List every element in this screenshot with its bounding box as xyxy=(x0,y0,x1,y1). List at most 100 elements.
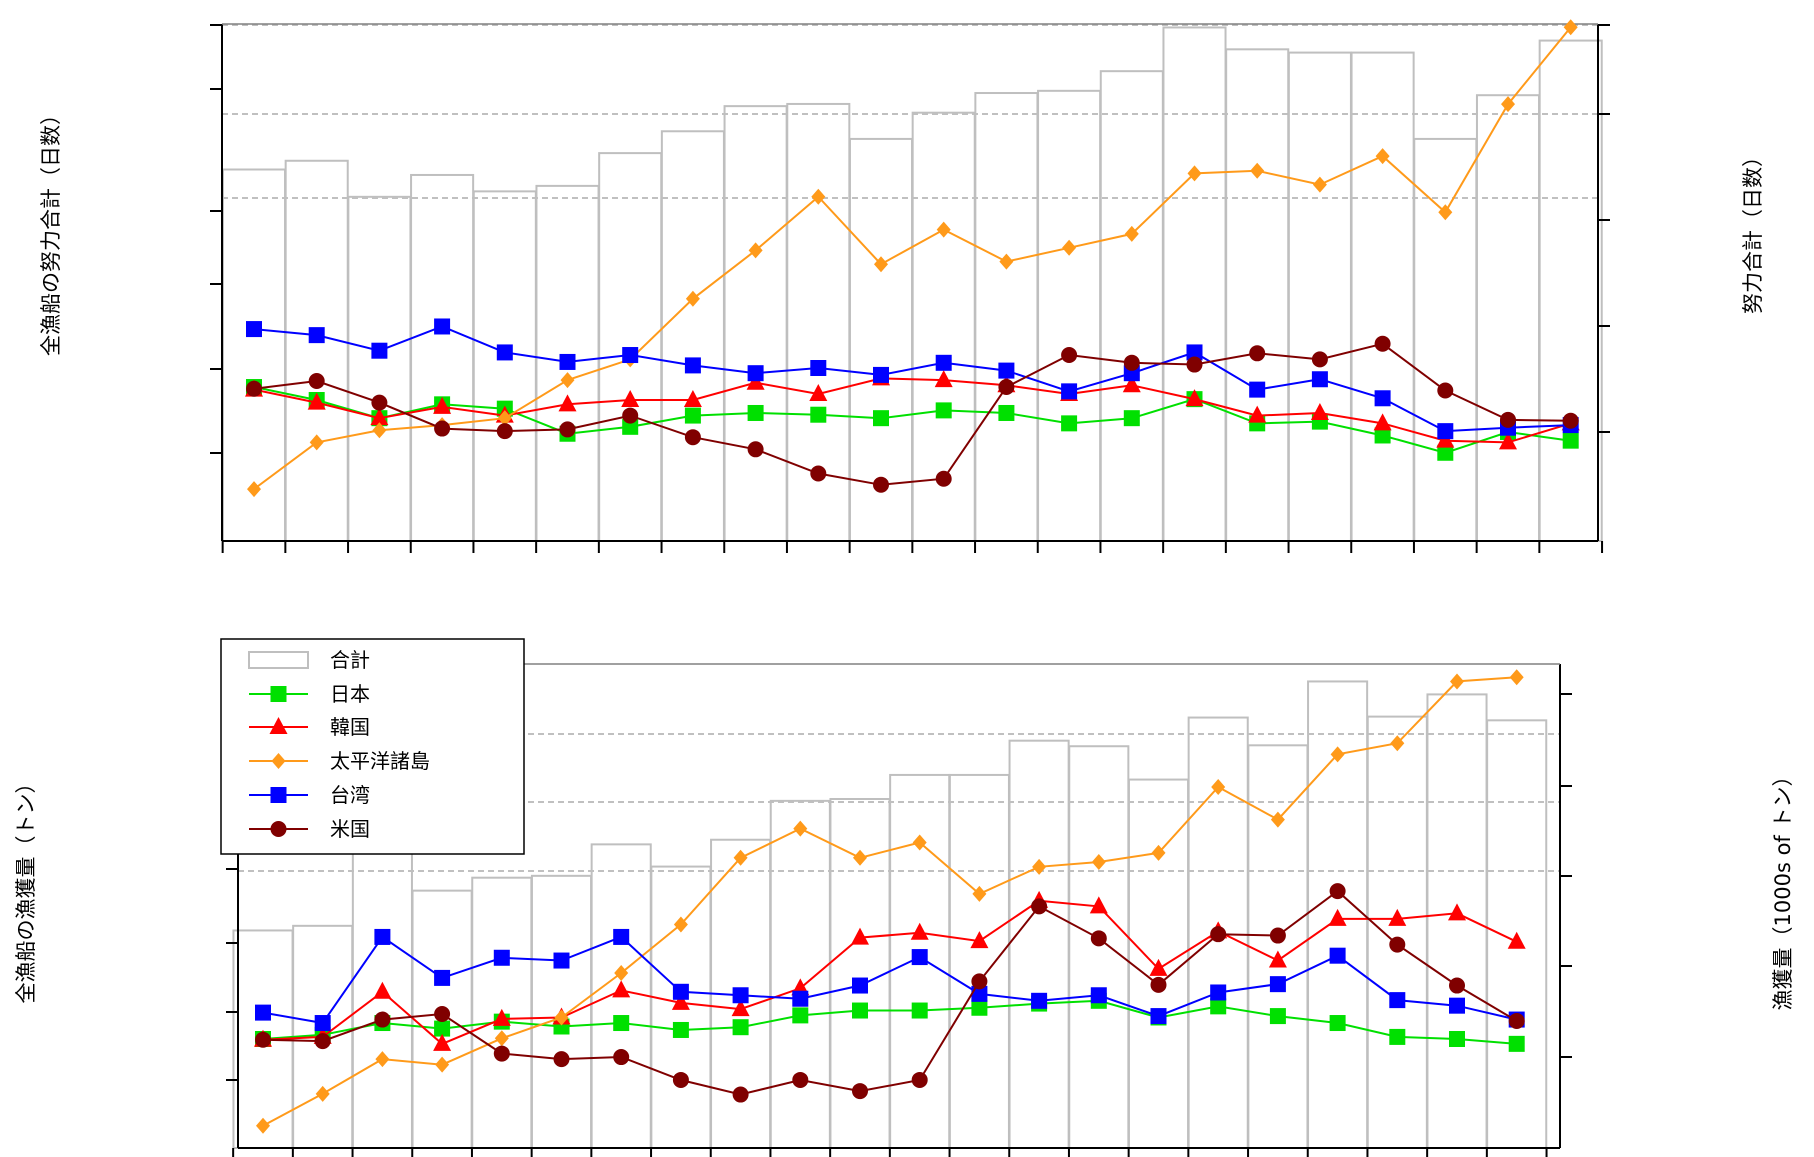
effort-japan-point xyxy=(747,404,764,421)
catch-pacific-point xyxy=(1270,811,1285,828)
effort-usa-point xyxy=(810,465,827,482)
legend-marker-usa xyxy=(270,821,287,837)
effort-taiwan-point xyxy=(622,347,639,364)
effort-total-bar xyxy=(1475,94,1541,542)
effort-taiwan-point xyxy=(308,327,325,344)
effort-japan-point xyxy=(684,407,701,424)
effort-taiwan-point xyxy=(684,357,701,374)
legend-label-pacific: 太平洋諸島 xyxy=(330,749,430,773)
catch-pacific-point xyxy=(614,965,629,982)
effort-taiwan-point xyxy=(434,318,451,335)
catch-pacific-point xyxy=(673,916,688,933)
effort-usa-point xyxy=(998,379,1015,396)
catch-japan-point xyxy=(672,1021,689,1038)
catch-taiwan-point xyxy=(1329,947,1346,964)
catch-usa-point xyxy=(1329,883,1346,900)
catch-taiwan-point xyxy=(1269,976,1286,993)
effort-usa-point xyxy=(434,420,451,437)
effort-taiwan-point xyxy=(935,354,952,371)
catch-taiwan-point xyxy=(314,1015,331,1032)
effort-taiwan-point xyxy=(496,344,513,361)
effort-pacific-point xyxy=(874,256,888,273)
catch-right-axis-label: 漁獲量（1000s of トン） xyxy=(1771,766,1795,1011)
effort-korea-point xyxy=(307,392,326,410)
effort-pacific-point xyxy=(1250,162,1265,179)
catch-taiwan-point xyxy=(1090,987,1107,1004)
legend-marker-japan xyxy=(270,686,287,702)
catch-korea-point xyxy=(671,992,690,1010)
effort-usa-point xyxy=(1500,411,1516,428)
effort-usa-point xyxy=(747,441,764,458)
effort-usa-point xyxy=(496,423,513,440)
legend-marker-pacific xyxy=(271,753,286,769)
effort-pacific-point xyxy=(1062,239,1077,256)
catch-japan-point xyxy=(613,1015,630,1032)
effort-taiwan-point xyxy=(1186,344,1203,361)
legend-label-taiwan: 台湾 xyxy=(330,783,370,807)
catch-usa-point xyxy=(314,1033,331,1050)
catch-pacific-point xyxy=(256,1117,270,1134)
catch-pacific-point xyxy=(972,885,987,902)
effort-pacific-point xyxy=(560,372,575,389)
catch-japan-point xyxy=(971,999,988,1016)
catch-total-bar xyxy=(1426,693,1488,1150)
catch-japan-point xyxy=(1508,1035,1525,1052)
effort-taiwan-point xyxy=(1249,381,1266,398)
effort-korea-point xyxy=(1122,375,1141,393)
catch-pacific-point xyxy=(1450,673,1464,690)
catch-usa-point xyxy=(911,1071,928,1088)
effort-total-bar xyxy=(1287,51,1352,542)
effort-korea-point xyxy=(1373,413,1392,431)
catch-pacific-point xyxy=(733,849,748,866)
effort-korea-point xyxy=(809,383,828,401)
effort-japan-point xyxy=(998,404,1015,421)
effort-total-bar xyxy=(410,173,475,542)
catch-pacific-point xyxy=(554,1009,569,1026)
effort-pacific-point xyxy=(1187,165,1202,182)
effort-total-bar xyxy=(347,195,412,543)
catch-japan-point xyxy=(434,1020,451,1037)
effort-total-bar xyxy=(1413,137,1478,542)
effort-total-bar xyxy=(723,105,788,542)
catch-korea-point xyxy=(731,999,750,1017)
catch-japan-point xyxy=(792,1007,809,1024)
effort-taiwan-point xyxy=(1061,383,1078,400)
effort-usa-point xyxy=(1437,382,1454,399)
catch-korea-point xyxy=(910,922,929,940)
effort-korea-point xyxy=(370,408,389,426)
effort-pacific-point xyxy=(372,422,387,439)
effort-pacific-point xyxy=(247,481,261,498)
catch-japan-point xyxy=(732,1019,749,1036)
catch-pacific-point xyxy=(1151,844,1166,861)
catch-pacific-point xyxy=(375,1051,390,1068)
catch-total-bar xyxy=(769,799,831,1149)
effort-taiwan-point xyxy=(810,360,827,376)
effort-pacific-point xyxy=(1501,96,1515,113)
effort-pacific-point xyxy=(1438,204,1453,221)
effort-korea-point xyxy=(746,372,765,390)
catch-korea-point xyxy=(373,981,392,999)
effort-usa-point xyxy=(1061,347,1078,364)
effort-pacific-point xyxy=(1375,148,1390,165)
legend-marker-korea xyxy=(269,717,288,734)
legend-swatch-total xyxy=(248,651,309,669)
catch-usa-point xyxy=(1269,927,1286,944)
effort-usa-point xyxy=(559,421,576,438)
catch-korea-point xyxy=(1328,908,1347,926)
catch-usa-point xyxy=(1389,936,1406,953)
effort-pacific-point xyxy=(999,253,1014,270)
effort-total-bar xyxy=(1350,51,1415,542)
catch-pacific-point xyxy=(1211,778,1226,795)
effort-taiwan-point xyxy=(371,342,388,359)
catch-taiwan-point xyxy=(255,1004,271,1021)
catch-taiwan-point xyxy=(1389,992,1406,1009)
catch-japan-point xyxy=(1329,1015,1346,1032)
effort-japan-point xyxy=(622,418,639,435)
catch-usa-point xyxy=(1210,926,1227,943)
effort-usa-line xyxy=(253,342,1571,486)
effort-korea-point xyxy=(433,396,452,414)
effort-taiwan-point xyxy=(1374,390,1391,407)
effort-usa-point xyxy=(246,380,262,397)
